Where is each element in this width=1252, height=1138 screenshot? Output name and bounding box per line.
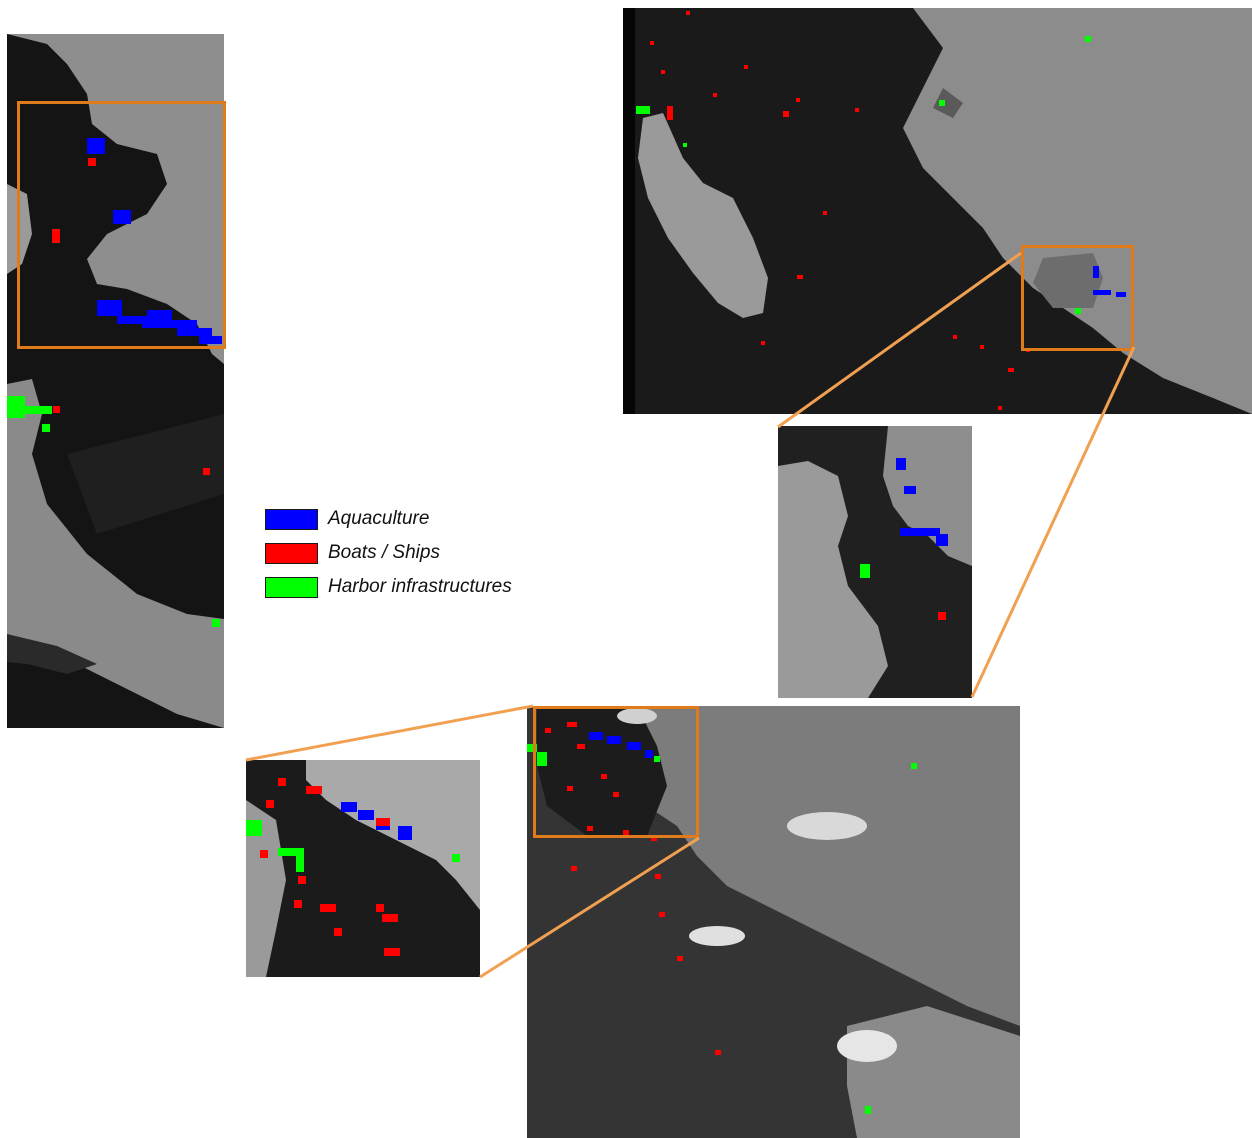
boats-swatch: [265, 542, 318, 564]
bottom-zoom-box: [533, 706, 699, 838]
middle-inset-image: [778, 426, 972, 698]
top-right-sar-image: [623, 8, 1252, 414]
legend-label-aquaculture: Aquaculture: [328, 508, 430, 529]
legend-item-harbor: Harbor infrastructures: [265, 570, 565, 604]
bottom-left-inset-image: [246, 760, 480, 977]
harbor-swatch: [265, 576, 318, 598]
left-sar-image: [7, 34, 224, 728]
legend: Aquaculture Boats / Ships Harbor infrast…: [265, 502, 565, 604]
aquaculture-swatch: [265, 508, 318, 530]
legend-item-aquaculture: Aquaculture: [265, 502, 565, 536]
legend-label-boats: Boats / Ships: [328, 542, 440, 563]
top-right-zoom-box: [1021, 245, 1134, 351]
legend-item-boats: Boats / Ships: [265, 536, 565, 570]
left-zoom-box: [17, 101, 226, 349]
legend-label-harbor: Harbor infrastructures: [328, 576, 512, 597]
